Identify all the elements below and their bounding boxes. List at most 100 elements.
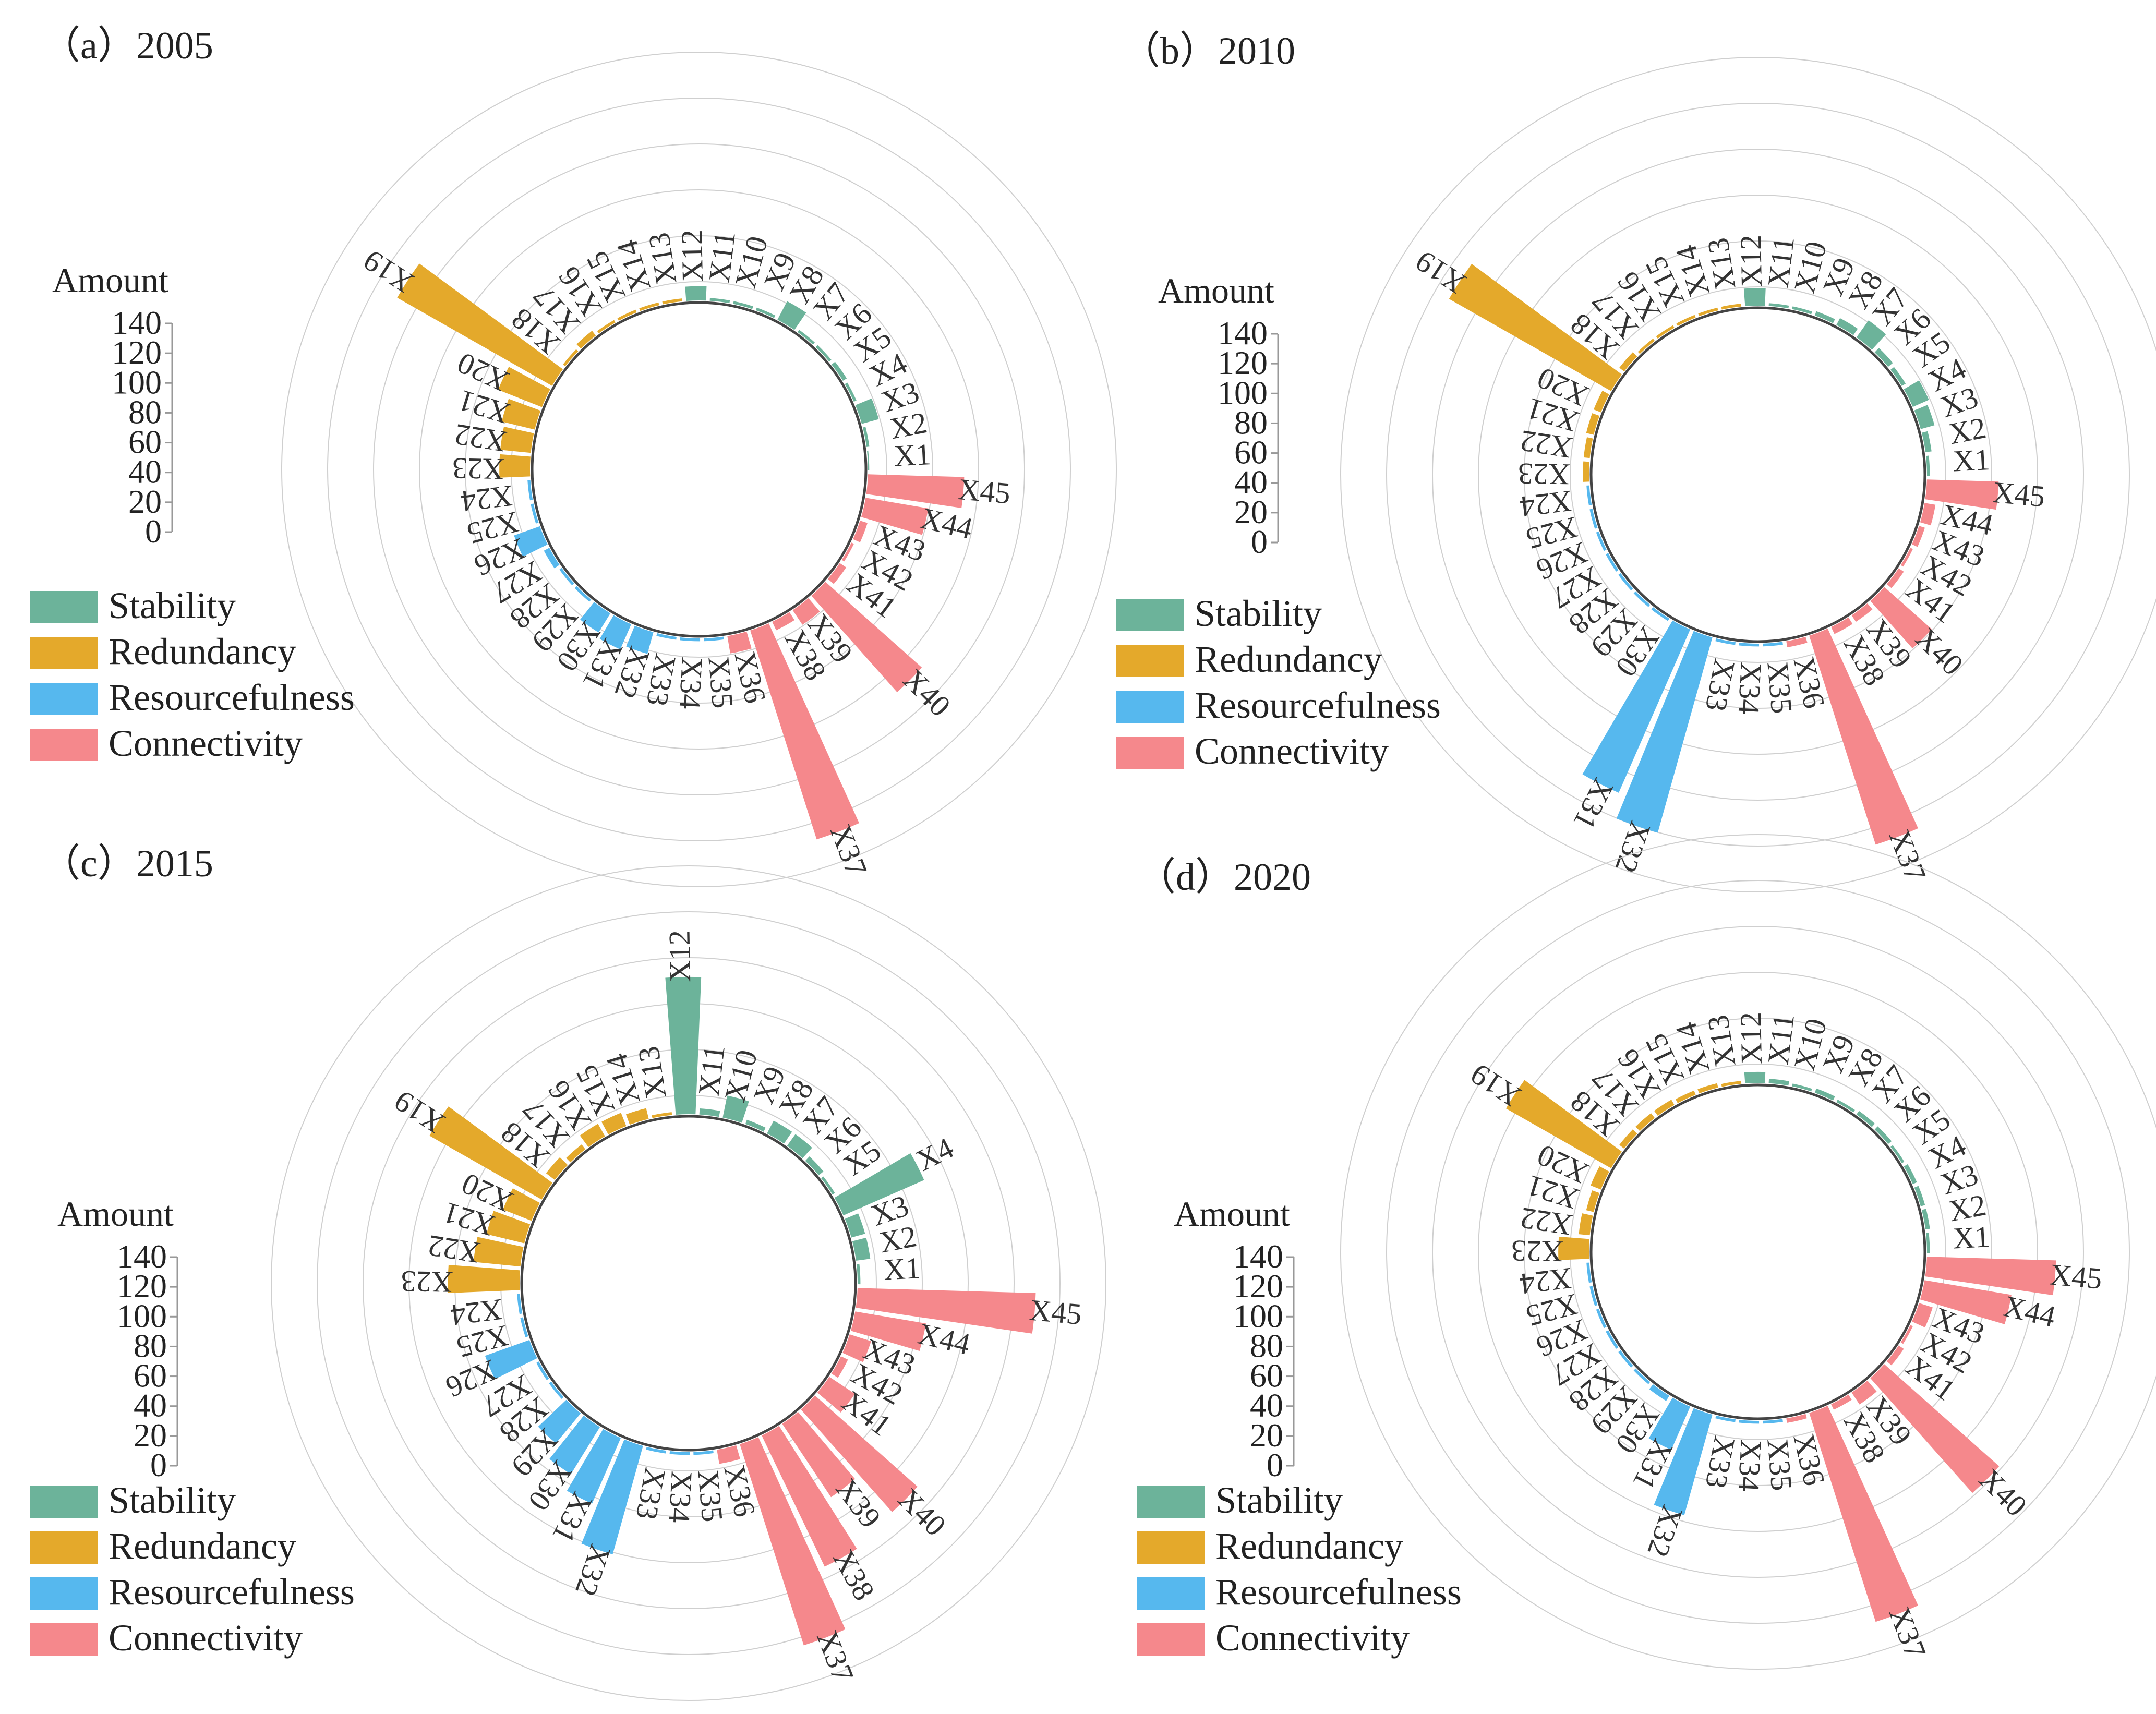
bar-x21 xyxy=(1586,413,1600,435)
bar-x5 xyxy=(832,361,847,381)
legend-tick-label: 120 xyxy=(117,1268,167,1305)
label-x1: X1 xyxy=(1952,442,1991,478)
legend-swatch-connectivity xyxy=(1137,1623,1205,1656)
panel-a: （a）2005 X1X2X3X4X5X6X7X8X9X10X11X12X13X1… xyxy=(30,25,1117,887)
bar-x1 xyxy=(867,450,870,471)
legend-tick-label: 100 xyxy=(1233,1297,1283,1334)
bar-x9 xyxy=(1814,311,1835,323)
bar-x24 xyxy=(1586,485,1592,506)
grid-circle xyxy=(465,235,933,704)
bar-x39 xyxy=(1851,603,1873,622)
label-x23: X23 xyxy=(1517,457,1570,492)
bar-x45 xyxy=(856,1288,1036,1334)
bar-x19 xyxy=(1506,1080,1622,1168)
bar-x18 xyxy=(563,349,579,367)
grid-circle xyxy=(1340,57,2156,892)
bar-x35 xyxy=(1763,1419,1783,1424)
bar-x27 xyxy=(544,548,560,569)
bar-x6 xyxy=(805,1156,824,1176)
legend-label-connectivity: Connectivity xyxy=(109,722,303,764)
label-x2: X2 xyxy=(876,1219,919,1259)
bar-x13 xyxy=(1721,304,1742,310)
bar-x26 xyxy=(485,1339,537,1379)
label-x1: X1 xyxy=(1952,1220,1991,1256)
legend-label-resourcefulness: Resourcefulness xyxy=(109,1571,355,1613)
bar-x15 xyxy=(617,309,637,321)
bar-x19 xyxy=(429,1106,553,1200)
bar-x5 xyxy=(821,1176,835,1195)
bar-x44 xyxy=(850,1311,926,1351)
bar-x31 xyxy=(1648,1397,1691,1450)
bar-x5 xyxy=(1890,1145,1905,1164)
grid-circle xyxy=(1432,149,2084,801)
label-x23: X23 xyxy=(401,1264,453,1299)
legend-label-redundancy: Redundancy xyxy=(1195,638,1382,680)
legend-tick-label: 40 xyxy=(1250,1387,1283,1424)
bar-x39 xyxy=(792,598,820,625)
bar-x43 xyxy=(853,521,868,542)
legend-swatch-stability xyxy=(30,1486,98,1518)
legend-tick-label: 0 xyxy=(145,513,162,550)
bar-x21 xyxy=(1586,1190,1600,1212)
bar-x9 xyxy=(1814,1088,1835,1101)
bar-x12 xyxy=(1744,1071,1766,1083)
bar-x26 xyxy=(1596,531,1607,551)
bar-x37 xyxy=(740,1437,846,1646)
bar-x28 xyxy=(1618,573,1633,590)
label-x24: X24 xyxy=(449,1293,504,1333)
bar-x20 xyxy=(503,1188,540,1221)
grid-circle xyxy=(271,865,1106,1701)
label-x45: X45 xyxy=(2049,1257,2103,1295)
bar-x33 xyxy=(656,633,677,640)
bar-x27 xyxy=(1606,1330,1619,1349)
bar-x11 xyxy=(709,298,730,304)
bar-x36 xyxy=(727,631,752,654)
bar-x40 xyxy=(801,1395,918,1512)
label-x12: X12 xyxy=(1733,1012,1768,1065)
bar-x41 xyxy=(827,563,847,584)
bar-x28 xyxy=(559,568,574,585)
bar-x45 xyxy=(866,474,965,508)
bar-x13 xyxy=(662,298,683,305)
bar-x35 xyxy=(693,1450,714,1455)
bar-x41 xyxy=(1886,568,1904,588)
grid-circle xyxy=(363,957,1015,1609)
bar-x30 xyxy=(549,1416,600,1475)
label-x22: X22 xyxy=(1518,1201,1575,1242)
label-x35: X35 xyxy=(1761,1437,1799,1492)
bar-x3 xyxy=(1914,1186,1925,1206)
bar-x14 xyxy=(1698,307,1718,317)
bar-x18 xyxy=(1619,1129,1637,1149)
bar-x4 xyxy=(1904,1164,1917,1185)
label-x1: X1 xyxy=(883,1251,921,1287)
bar-x29 xyxy=(538,1399,581,1443)
panel-b: （b）2010 X1X2X3X4X5X6X7X8X9X10X11X12X13X1… xyxy=(1116,30,2156,892)
bar-x3 xyxy=(1914,405,1935,429)
legend-tick-label: 100 xyxy=(112,364,162,401)
bar-x19 xyxy=(1449,264,1622,391)
bar-x31 xyxy=(1582,620,1691,793)
bar-x35 xyxy=(704,636,724,642)
legend-tick-label: 0 xyxy=(1251,523,1268,560)
label-x11: X11 xyxy=(1761,1012,1801,1067)
legend-tick-label: 140 xyxy=(1218,315,1268,352)
bar-x32 xyxy=(1616,631,1713,833)
bar-x25 xyxy=(520,1317,528,1337)
bar-x8 xyxy=(1836,1100,1855,1113)
bar-x13 xyxy=(652,1112,672,1118)
bar-x7 xyxy=(797,330,815,345)
bar-x38 xyxy=(772,612,795,631)
bar-x17 xyxy=(566,1144,586,1163)
bar-x31 xyxy=(599,615,632,649)
legend-swatch-connectivity xyxy=(1116,737,1184,769)
bar-x29 xyxy=(1633,591,1651,607)
inner-circle xyxy=(1589,306,1926,643)
label-x12: X12 xyxy=(1733,235,1768,287)
label-x11: X11 xyxy=(702,230,742,284)
bar-x37 xyxy=(1809,1406,1918,1622)
grid-circle xyxy=(1432,926,2084,1578)
bar-x34 xyxy=(669,1451,690,1455)
bar-x44 xyxy=(861,498,929,535)
bar-x23 xyxy=(499,454,531,478)
